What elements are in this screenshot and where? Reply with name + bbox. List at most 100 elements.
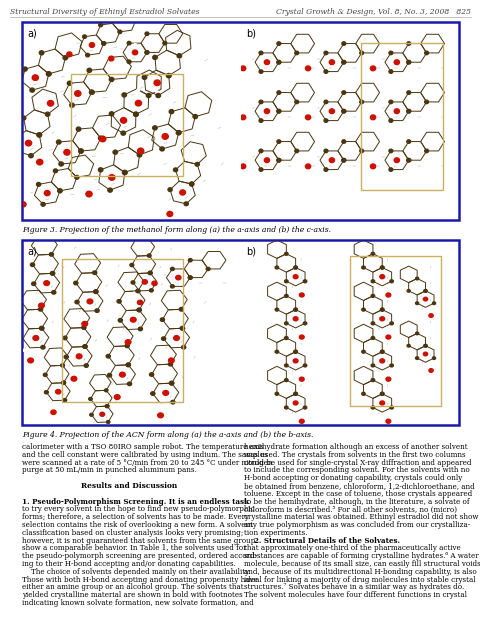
Text: 1. Pseudo-Polymorphism Screening. It is an endless task: 1. Pseudo-Polymorphism Screening. It is … bbox=[22, 498, 249, 506]
Circle shape bbox=[148, 340, 150, 343]
Circle shape bbox=[438, 164, 440, 166]
Circle shape bbox=[200, 182, 203, 184]
Circle shape bbox=[377, 289, 379, 291]
Text: indicating known solvate formation, new solvate formation, and: indicating known solvate formation, new … bbox=[22, 599, 253, 607]
Circle shape bbox=[98, 23, 102, 27]
Circle shape bbox=[163, 390, 168, 396]
Circle shape bbox=[406, 60, 410, 64]
Circle shape bbox=[170, 268, 174, 271]
Text: The solvent molecules have four different functions in crystal: The solvent molecules have four differen… bbox=[244, 591, 467, 599]
Circle shape bbox=[380, 392, 383, 396]
Circle shape bbox=[184, 202, 188, 205]
Circle shape bbox=[373, 67, 375, 68]
Circle shape bbox=[86, 191, 92, 197]
Circle shape bbox=[276, 60, 280, 64]
Circle shape bbox=[47, 72, 51, 76]
Circle shape bbox=[370, 164, 375, 169]
Circle shape bbox=[219, 282, 222, 284]
Circle shape bbox=[160, 273, 163, 276]
Circle shape bbox=[178, 76, 180, 78]
Circle shape bbox=[41, 346, 45, 349]
Circle shape bbox=[121, 131, 125, 135]
Circle shape bbox=[341, 109, 345, 113]
Text: Results and Discussion: Results and Discussion bbox=[81, 482, 177, 490]
Circle shape bbox=[27, 192, 30, 194]
Circle shape bbox=[58, 76, 60, 79]
Circle shape bbox=[168, 358, 174, 363]
Circle shape bbox=[64, 355, 68, 358]
Text: yielded crystalline material are shown in bold with footnotes: yielded crystalline material are shown i… bbox=[22, 591, 242, 599]
Circle shape bbox=[157, 269, 160, 271]
Circle shape bbox=[29, 154, 33, 157]
Circle shape bbox=[98, 168, 103, 172]
Text: the pseudo-polymorph screening are presented, ordered accord-: the pseudo-polymorph screening are prese… bbox=[22, 552, 256, 560]
Circle shape bbox=[107, 374, 111, 377]
Circle shape bbox=[341, 60, 345, 64]
Circle shape bbox=[178, 343, 181, 346]
Circle shape bbox=[44, 390, 48, 394]
Circle shape bbox=[148, 271, 152, 275]
Circle shape bbox=[415, 277, 418, 280]
Text: toluene. Except in the case of toluene, those crystals appeared: toluene. Except in the case of toluene, … bbox=[244, 490, 472, 498]
Circle shape bbox=[421, 310, 423, 312]
Circle shape bbox=[122, 170, 127, 175]
Circle shape bbox=[188, 276, 192, 279]
Circle shape bbox=[60, 397, 62, 399]
Circle shape bbox=[180, 326, 184, 330]
Circle shape bbox=[67, 81, 72, 85]
Circle shape bbox=[284, 379, 288, 381]
Circle shape bbox=[422, 298, 427, 301]
Circle shape bbox=[37, 133, 41, 137]
Circle shape bbox=[293, 275, 298, 278]
Circle shape bbox=[276, 109, 280, 113]
Circle shape bbox=[249, 156, 251, 158]
Circle shape bbox=[370, 66, 375, 70]
Text: to include the corresponding solvent. For the solvents with no: to include the corresponding solvent. Fo… bbox=[244, 467, 469, 474]
Circle shape bbox=[214, 128, 216, 131]
Circle shape bbox=[166, 74, 170, 77]
Circle shape bbox=[51, 291, 56, 294]
Circle shape bbox=[120, 331, 122, 333]
Circle shape bbox=[51, 410, 56, 415]
Circle shape bbox=[276, 159, 280, 162]
Circle shape bbox=[359, 51, 363, 54]
Circle shape bbox=[159, 164, 162, 167]
Circle shape bbox=[93, 189, 96, 191]
Circle shape bbox=[361, 266, 364, 269]
Circle shape bbox=[76, 127, 81, 131]
Circle shape bbox=[293, 308, 297, 311]
Circle shape bbox=[341, 109, 345, 113]
Text: hemihydrate formation although an excess of another solvent: hemihydrate formation although an excess… bbox=[244, 443, 467, 451]
Circle shape bbox=[300, 327, 301, 329]
Circle shape bbox=[115, 268, 118, 270]
Circle shape bbox=[291, 372, 293, 374]
Circle shape bbox=[90, 180, 93, 182]
Circle shape bbox=[388, 119, 392, 122]
Circle shape bbox=[361, 308, 364, 311]
Circle shape bbox=[388, 168, 392, 172]
Circle shape bbox=[380, 392, 383, 396]
Circle shape bbox=[48, 100, 54, 106]
Circle shape bbox=[379, 317, 384, 321]
Circle shape bbox=[421, 365, 423, 366]
Circle shape bbox=[153, 56, 157, 60]
Circle shape bbox=[324, 168, 327, 172]
Circle shape bbox=[202, 304, 204, 307]
Circle shape bbox=[160, 318, 164, 321]
Circle shape bbox=[293, 350, 297, 353]
Circle shape bbox=[176, 131, 180, 135]
Circle shape bbox=[429, 285, 431, 287]
Circle shape bbox=[259, 51, 263, 54]
Circle shape bbox=[240, 115, 245, 120]
Circle shape bbox=[145, 32, 148, 35]
Circle shape bbox=[154, 80, 160, 86]
Circle shape bbox=[145, 51, 148, 54]
Circle shape bbox=[106, 355, 110, 358]
Circle shape bbox=[415, 302, 418, 305]
Circle shape bbox=[153, 57, 155, 59]
Circle shape bbox=[438, 115, 440, 118]
Circle shape bbox=[110, 47, 113, 49]
Circle shape bbox=[341, 91, 345, 94]
Circle shape bbox=[95, 309, 99, 312]
Circle shape bbox=[42, 198, 45, 201]
